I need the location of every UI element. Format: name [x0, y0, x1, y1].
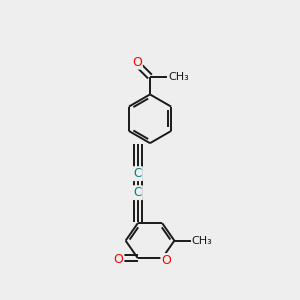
Text: CH₃: CH₃ — [168, 72, 189, 82]
Text: O: O — [114, 253, 123, 266]
Text: C: C — [134, 167, 142, 180]
Text: C: C — [134, 186, 142, 199]
Text: O: O — [132, 56, 142, 69]
Text: CH₃: CH₃ — [192, 236, 212, 246]
Text: O: O — [161, 254, 171, 267]
